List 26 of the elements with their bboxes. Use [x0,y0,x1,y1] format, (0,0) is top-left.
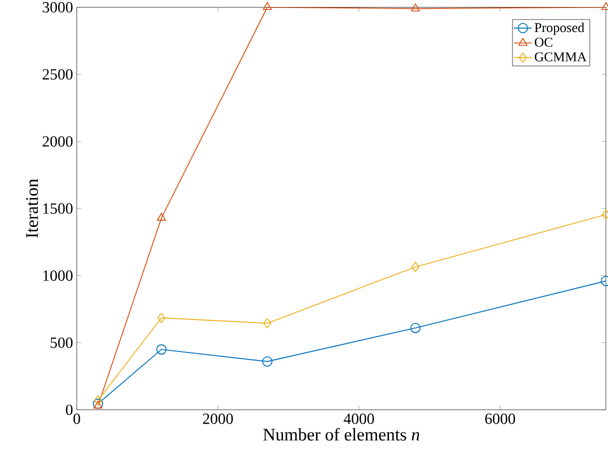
y-tick-label: 500 [50,337,73,348]
x-tick-label: 2000 [203,413,233,424]
x-tick-label: 6000 [485,413,516,424]
point [263,318,272,328]
point [411,262,420,272]
point [410,3,420,12]
legend-label: Proposed [534,22,584,35]
point [156,212,166,221]
y-tick-label: 1500 [43,203,73,214]
y-tick-label: 2000 [42,136,73,147]
point [410,322,421,334]
x-tick-label: 0 [73,413,80,424]
x-axis-title: Number of elements n [263,428,420,441]
point [157,312,166,323]
x-tick-label: 4000 [344,413,374,424]
y-tick-label: 1000 [43,270,73,281]
y-tick-label: 0 [66,404,73,415]
legend-label: OC [534,38,552,47]
point [94,395,102,406]
y-axis-title: Iteration [26,178,38,238]
y-tick-label: 2500 [42,69,73,80]
point [156,344,167,355]
y-tick-label: 3000 [42,2,73,12]
point [262,356,272,367]
legend-label: GCMMA [534,52,587,62]
point [262,2,272,10]
